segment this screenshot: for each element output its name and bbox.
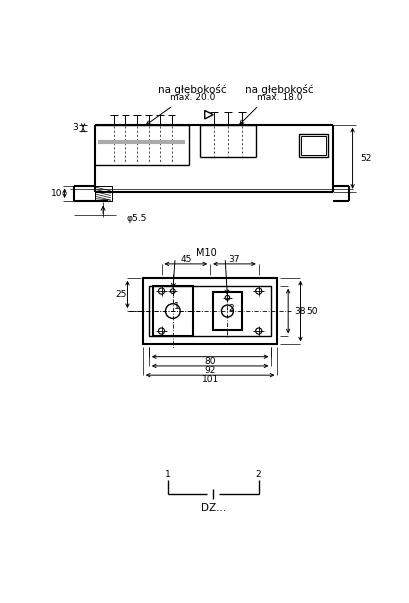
Bar: [212, 292, 241, 330]
Text: 50: 50: [306, 306, 317, 315]
Text: max. 18.0: max. 18.0: [256, 93, 301, 103]
Bar: [142, 278, 277, 344]
Text: 52: 52: [360, 154, 371, 163]
Text: na głębokość: na głębokość: [158, 84, 226, 95]
Bar: [94, 186, 111, 201]
Text: 2: 2: [228, 304, 234, 312]
Text: na głębokość: na głębokość: [245, 84, 313, 95]
Text: 92: 92: [204, 366, 215, 375]
Bar: [298, 134, 327, 157]
Text: M10: M10: [196, 248, 216, 258]
Text: 45: 45: [180, 255, 191, 264]
Bar: [148, 286, 271, 336]
Text: 2: 2: [255, 470, 261, 479]
Text: 38: 38: [294, 306, 305, 315]
Text: 37: 37: [228, 255, 240, 264]
Text: 1: 1: [174, 302, 180, 311]
Text: 3: 3: [72, 123, 78, 132]
Text: 1: 1: [164, 470, 170, 479]
Text: 101: 101: [201, 375, 218, 384]
Text: DZ...: DZ...: [200, 503, 225, 513]
Text: φ5.5: φ5.5: [126, 214, 146, 223]
Text: 80: 80: [204, 357, 216, 366]
Bar: [153, 286, 192, 336]
Text: max. 20.0: max. 20.0: [169, 93, 215, 103]
Text: 10: 10: [51, 189, 63, 198]
Bar: [300, 136, 325, 155]
Text: 25: 25: [115, 290, 127, 299]
